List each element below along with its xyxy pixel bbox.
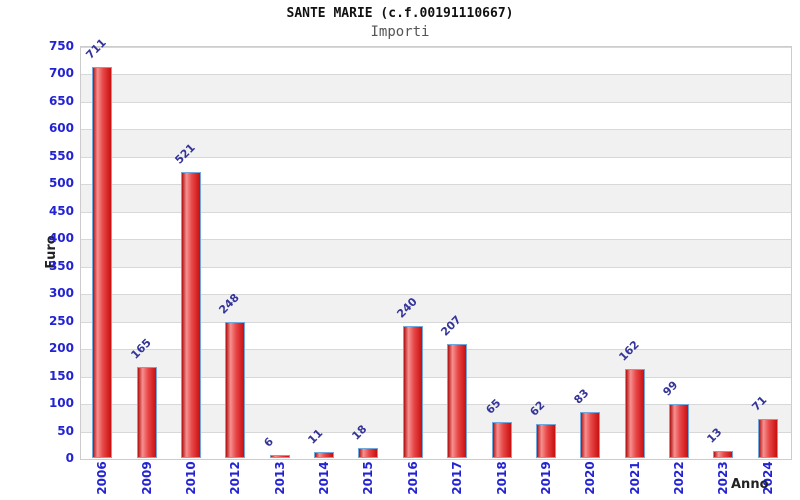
- bar-2010: [180, 171, 201, 458]
- y-tick-label: 600: [48, 121, 74, 136]
- y-tick-label: 350: [48, 258, 74, 273]
- bar-2017: [447, 344, 468, 458]
- x-tick-label: 2013: [272, 461, 287, 495]
- bar-2012: [225, 321, 246, 458]
- x-tick-label: 2020: [583, 461, 598, 495]
- gridline: [81, 157, 791, 158]
- gridline: [81, 432, 791, 433]
- bar-2013: [269, 454, 290, 458]
- y-tick-label: 200: [48, 341, 74, 356]
- x-tick-label: 2019: [538, 461, 553, 495]
- gridline: [81, 239, 791, 240]
- y-tick-label: 300: [48, 286, 74, 301]
- y-tick-label: 750: [48, 39, 74, 53]
- bar-2006: [92, 67, 113, 458]
- y-tick-label: 250: [48, 313, 74, 328]
- gridline: [81, 267, 791, 268]
- y-tick-label: 400: [48, 231, 74, 246]
- gridline: [81, 294, 791, 295]
- x-tick-label: 2021: [627, 461, 642, 495]
- y-tick-label: 100: [48, 396, 74, 411]
- x-tick-label: 2017: [450, 461, 465, 495]
- gridline: [81, 129, 791, 130]
- gridline: [81, 212, 791, 213]
- bar-2016: [402, 326, 423, 458]
- gridline: [81, 349, 791, 350]
- bar-2014: [314, 451, 335, 458]
- x-tick-label: 2022: [672, 461, 687, 495]
- x-tick-label: 2010: [183, 461, 198, 495]
- gridline: [81, 404, 791, 405]
- bar-2021: [624, 369, 645, 458]
- y-tick-label: 150: [48, 368, 74, 383]
- x-tick-label: 2016: [405, 461, 420, 495]
- bar-2015: [358, 448, 379, 458]
- bar-2018: [491, 422, 512, 458]
- plot-band: [81, 101, 791, 130]
- x-tick-label: 2012: [228, 461, 243, 495]
- x-tick-label: 2023: [716, 461, 731, 495]
- y-tick-label: 450: [48, 203, 74, 218]
- y-tick-label: 550: [48, 148, 74, 163]
- bar-2022: [669, 403, 690, 458]
- bar-2020: [580, 412, 601, 458]
- chart-title: SANTE MARIE (c.f.00191110667): [286, 6, 514, 21]
- x-tick-label: 2009: [139, 461, 154, 495]
- x-axis-title: Anno: [731, 477, 769, 492]
- plot-band: [81, 74, 791, 102]
- x-tick-label: 2006: [95, 461, 110, 495]
- gridline: [81, 47, 791, 48]
- gridline: [81, 322, 791, 323]
- y-tick-label: 0: [65, 451, 74, 465]
- gridline: [81, 184, 791, 185]
- plot-band: [81, 129, 791, 157]
- gridline: [81, 377, 791, 378]
- y-tick-label: 50: [57, 423, 74, 438]
- plot-band: [81, 47, 791, 75]
- bar-2009: [136, 367, 157, 458]
- y-tick-label: 500: [48, 176, 74, 191]
- chart-subtitle: Importi: [370, 24, 430, 40]
- bar-2019: [535, 423, 556, 458]
- bar-2024: [757, 418, 778, 458]
- y-tick-label: 650: [48, 93, 74, 108]
- y-tick-label: 700: [48, 66, 74, 81]
- gridline: [81, 102, 791, 103]
- bar-2023: [713, 450, 734, 458]
- x-tick-label: 2014: [317, 461, 332, 495]
- x-tick-label: 2015: [361, 461, 376, 495]
- x-tick-label: 2018: [494, 461, 509, 495]
- gridline: [81, 74, 791, 75]
